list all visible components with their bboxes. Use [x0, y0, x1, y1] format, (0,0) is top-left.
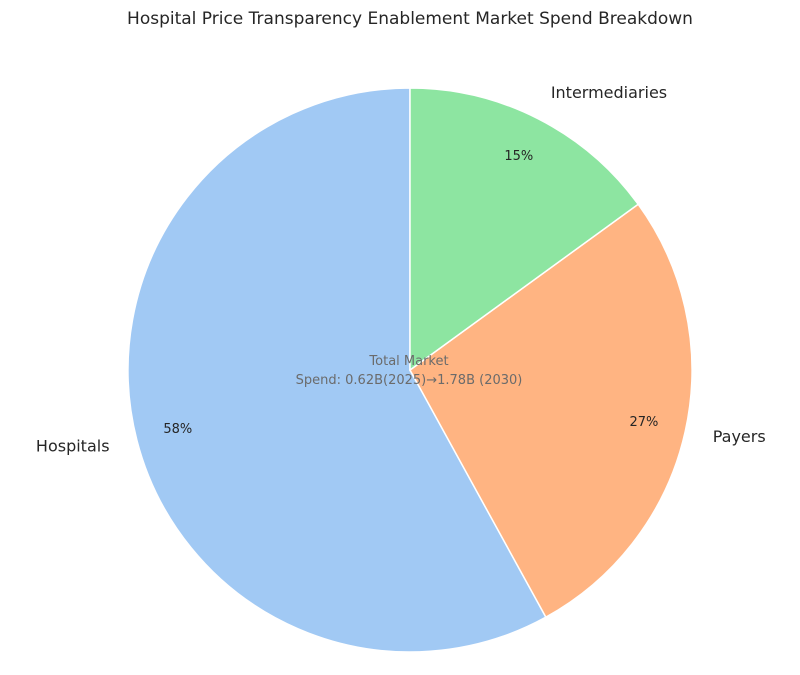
percent-label-hospitals: 58%	[163, 422, 192, 437]
pie-labels: Hospitals 58% Payers 27% Intermediaries 15%	[36, 83, 766, 456]
pie-slice-intermediaries	[409, 87, 640, 372]
pie-slices	[127, 87, 693, 653]
percent-label-payers: 27%	[629, 415, 658, 430]
percent-label-intermediaries: 15%	[504, 149, 533, 164]
chart-title: Hospital Price Transparency Enablement M…	[127, 9, 693, 29]
category-label-payers: Payers	[713, 427, 766, 446]
category-label-hospitals: Hospitals	[36, 437, 110, 456]
pie-slice-hospitals	[127, 87, 547, 653]
category-label-intermediaries: Intermediaries	[551, 83, 667, 102]
total-market-note-line-1: Total Market	[368, 354, 448, 369]
total-market-note-line-2: Spend: 0.62B(2025)→1.78B (2030)	[296, 373, 523, 388]
pie-slice-payers	[409, 203, 693, 619]
